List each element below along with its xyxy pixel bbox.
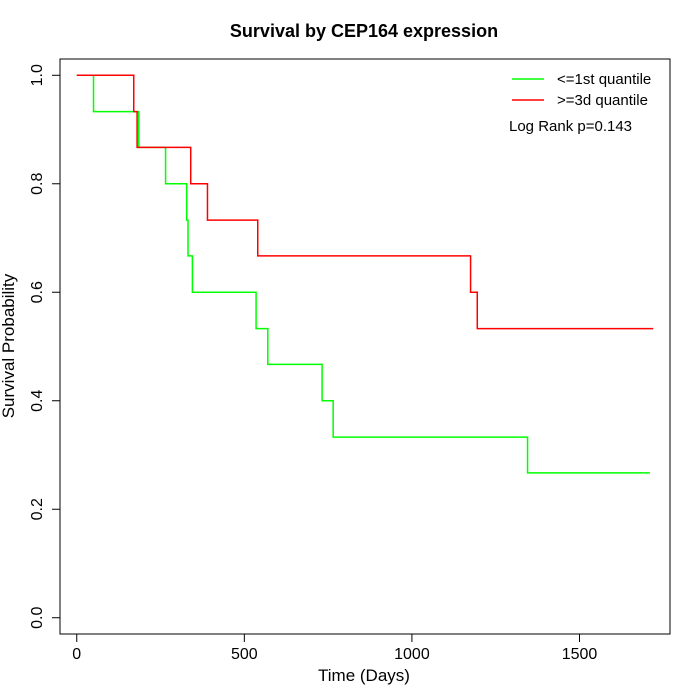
x-tick-label: 1000 (394, 646, 430, 663)
x-axis-label: Time (Days) (318, 666, 410, 685)
x-tick-label: 500 (231, 646, 258, 663)
y-tick-label: 1.0 (29, 64, 46, 86)
y-tick-label: 0.4 (29, 390, 46, 412)
y-tick-label: 0.6 (29, 281, 46, 303)
y-axis: 0.0 0.2 0.4 0.6 0.8 1.0 (29, 64, 60, 629)
series-layer (76, 74, 654, 474)
y-tick-label: 0.0 (29, 607, 46, 629)
x-tick-label: 1500 (562, 646, 598, 663)
legend-label-low: <=1st quantile (557, 71, 651, 88)
y-tick-label: 0.8 (29, 173, 46, 195)
legend-label-high: >=3d quantile (557, 92, 648, 109)
y-tick-label: 0.2 (29, 498, 46, 520)
x-tick-label: 0 (72, 646, 81, 663)
survival-curve-low (76, 74, 650, 474)
legend: <=1st quantile >=3d quantile (512, 71, 651, 109)
y-axis-label: Survival Probability (0, 273, 18, 418)
survival-curve-high (76, 74, 654, 330)
plot-frame (59, 58, 671, 635)
log-rank-annotation: Log Rank p=0.143 (509, 118, 632, 135)
x-axis: 0 500 1000 1500 (72, 634, 597, 663)
chart-title: Survival by CEP164 expression (230, 21, 498, 41)
